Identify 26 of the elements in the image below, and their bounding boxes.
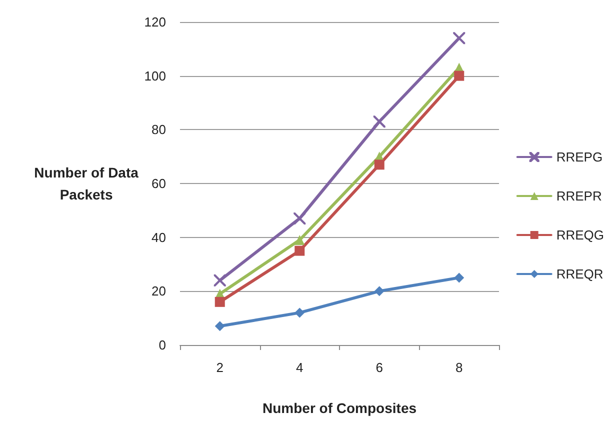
y-axis-title: Number of Data Packets bbox=[34, 164, 139, 202]
point bbox=[374, 286, 384, 296]
y-tick-label: 60 bbox=[152, 176, 166, 191]
point bbox=[214, 321, 225, 332]
point bbox=[294, 235, 305, 246]
y-tick-label: 20 bbox=[152, 284, 166, 299]
point bbox=[294, 246, 305, 256]
x-tick-label: 8 bbox=[456, 360, 463, 375]
y-tick-label: 80 bbox=[152, 122, 166, 138]
point bbox=[294, 308, 305, 318]
x-tick-label: 2 bbox=[216, 360, 224, 375]
point bbox=[214, 296, 225, 307]
y-tick-label: 120 bbox=[144, 14, 166, 30]
x-axis-title: Number of Composites bbox=[262, 400, 417, 416]
legend-label: RREQR bbox=[556, 266, 604, 282]
y-tick-label: 40 bbox=[152, 230, 166, 245]
legend-label: RREPR bbox=[556, 188, 602, 204]
point bbox=[454, 272, 464, 283]
x-tick-label: 4 bbox=[296, 360, 304, 375]
y-tick-label: 0 bbox=[158, 338, 166, 352]
x-tick-label: 6 bbox=[376, 360, 383, 375]
legend-label: RREQG bbox=[556, 228, 604, 242]
y-tick-label: 100 bbox=[144, 68, 166, 84]
legend-label: RREPG bbox=[556, 150, 603, 164]
point bbox=[454, 70, 464, 81]
point bbox=[374, 160, 384, 170]
